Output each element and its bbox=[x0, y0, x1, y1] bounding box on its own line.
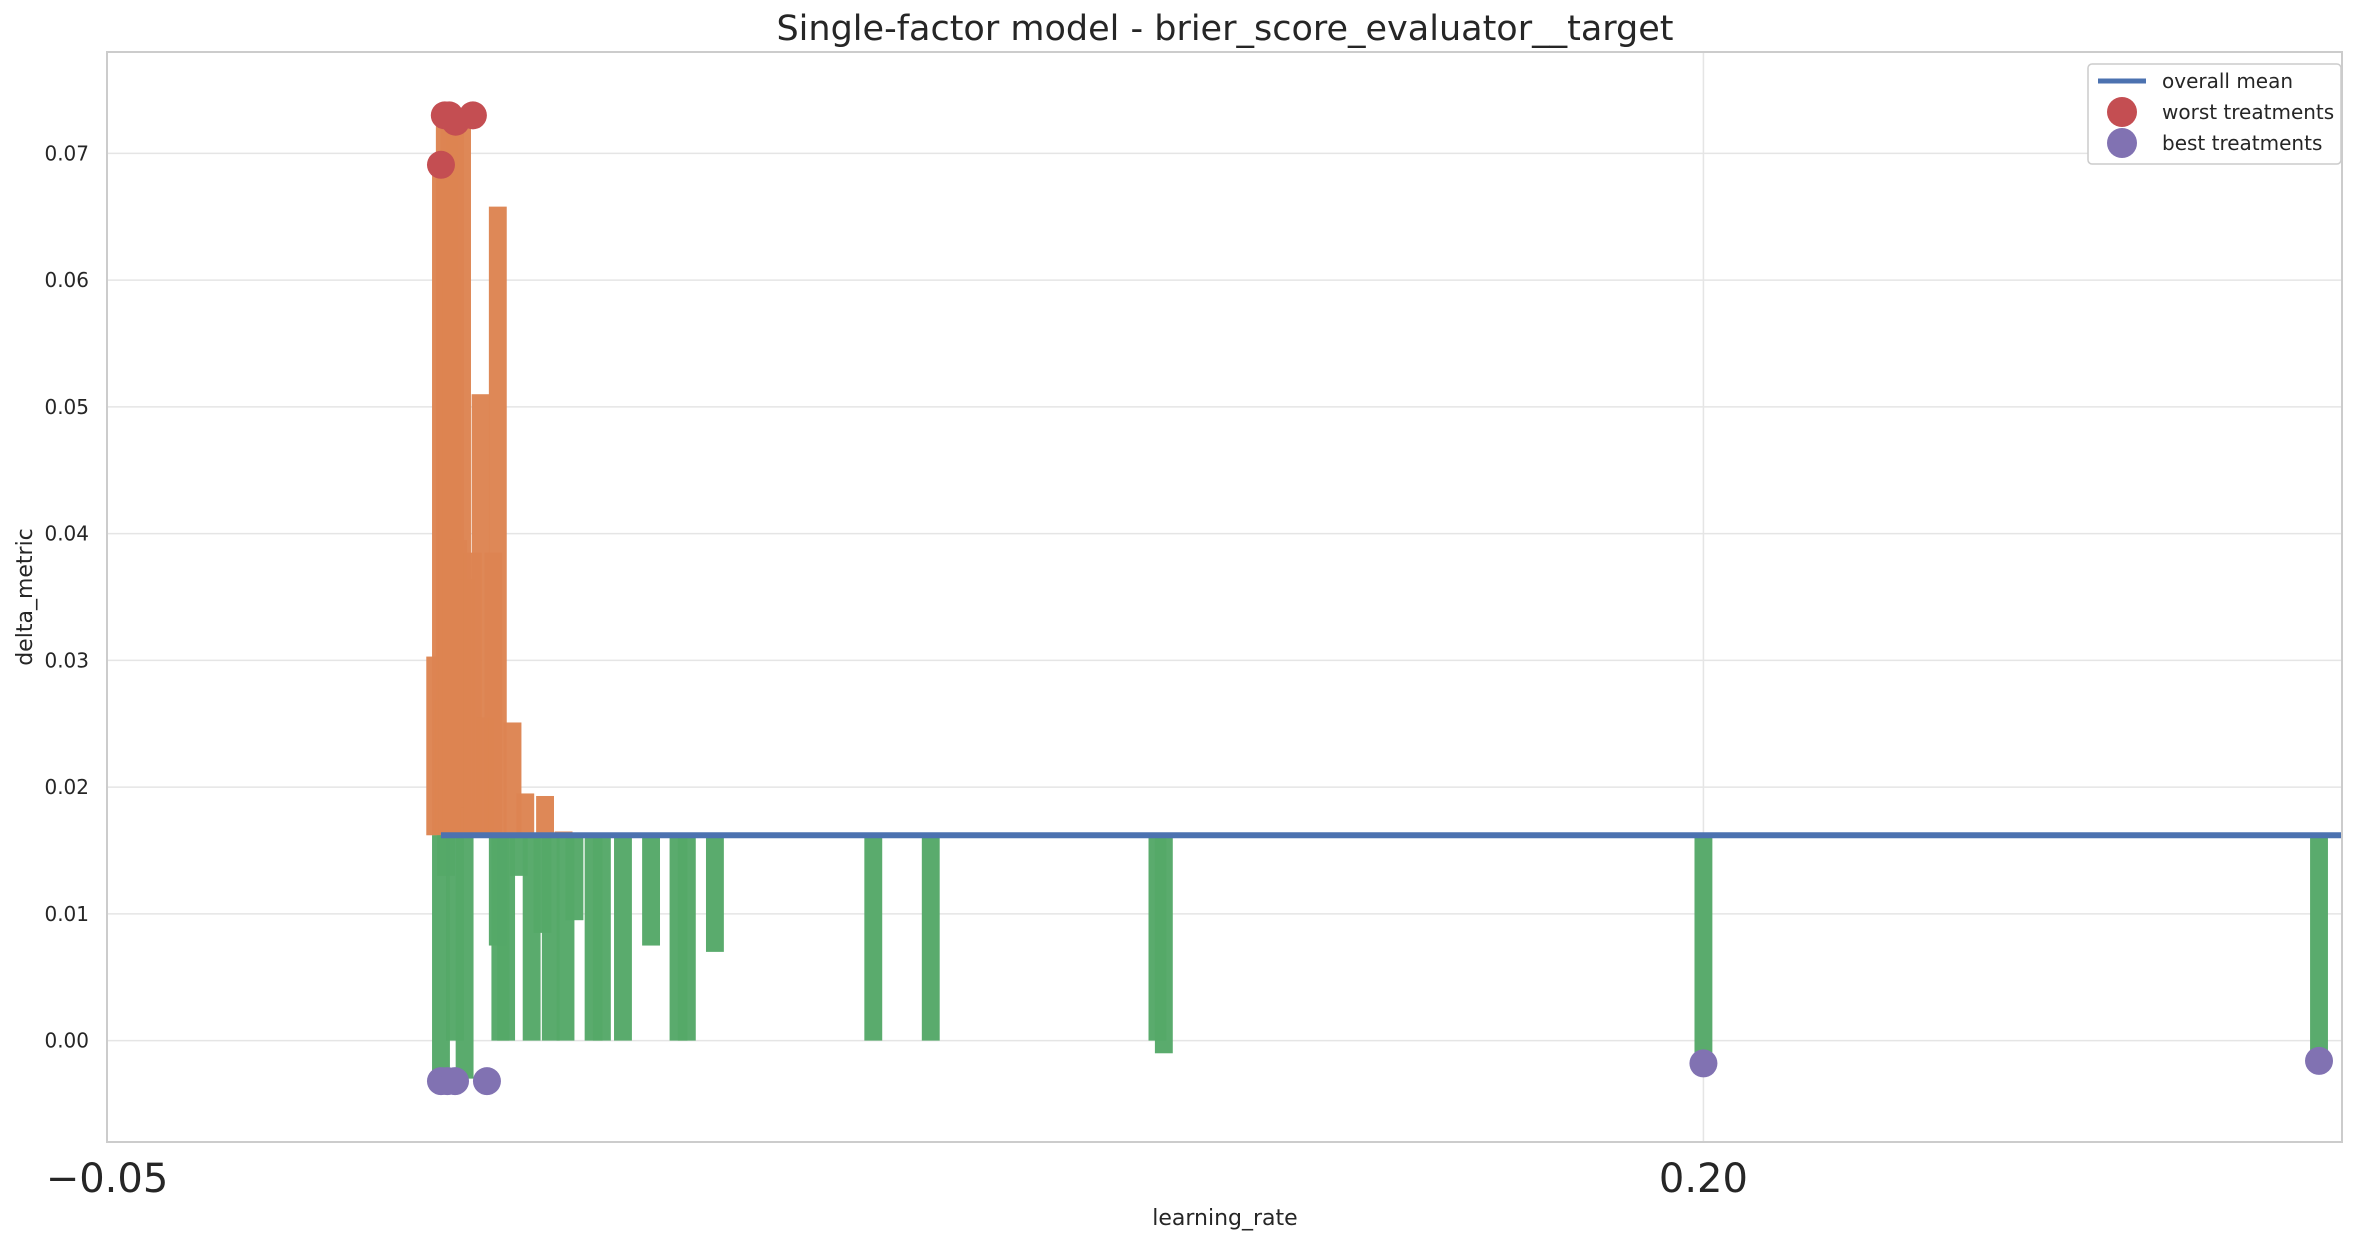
x-tick-label: 0.20 bbox=[1659, 1156, 1748, 1202]
bar-above-mean bbox=[516, 793, 535, 836]
legend-label-overall-mean: overall mean bbox=[2162, 69, 2293, 93]
bar-above-mean bbox=[536, 795, 554, 836]
y-tick-label: 0.01 bbox=[44, 902, 89, 926]
best-treatment-marker bbox=[441, 1067, 470, 1096]
bar-below-mean bbox=[1154, 835, 1173, 1054]
best-treatment-marker bbox=[472, 1067, 501, 1096]
chart-title: Single-factor model - brier_score_evalua… bbox=[776, 9, 1673, 49]
bar-below-mean bbox=[677, 835, 696, 1041]
bar-below-mean bbox=[497, 835, 516, 1041]
bar-above-mean bbox=[488, 206, 507, 836]
marker-layer bbox=[426, 101, 2334, 1096]
legend-label-best-treatments: best treatments bbox=[2162, 131, 2322, 155]
bars-above-layer bbox=[426, 109, 573, 836]
y-axis-label: delta_metric bbox=[13, 528, 38, 666]
y-tick-label: 0.00 bbox=[44, 1029, 89, 1053]
axes-layer: 0.00 0.01 0.02 0.03 0.04 0.05 0.06 0.07 −0.05 0.2… bbox=[44, 51, 2343, 1202]
bar-below-mean bbox=[1694, 835, 1713, 1064]
bar-below-mean bbox=[864, 835, 883, 1041]
x-axis-label: learning_rate bbox=[1152, 1206, 1297, 1231]
legend-worst-swatch bbox=[2107, 97, 2137, 127]
bar-below-mean bbox=[455, 835, 474, 1079]
best-treatment-marker bbox=[1689, 1049, 1718, 1078]
worst-treatment-marker bbox=[426, 150, 455, 179]
y-tick-label: 0.04 bbox=[44, 522, 89, 546]
legend-label-worst-treatments: worst treatments bbox=[2162, 100, 2334, 124]
bar-below-mean bbox=[642, 835, 661, 946]
y-tick-label: 0.06 bbox=[44, 268, 89, 292]
bar-below-mean bbox=[2310, 835, 2328, 1061]
bar-below-mean bbox=[565, 835, 584, 921]
x-tick-label: −0.05 bbox=[46, 1156, 169, 1202]
bar-below-mean bbox=[592, 835, 611, 1041]
legend: overall mean worst treatments best treat… bbox=[2087, 63, 2342, 165]
y-tick-label: 0.03 bbox=[44, 648, 89, 672]
legend-box bbox=[2087, 63, 2342, 165]
worst-treatment-marker bbox=[458, 101, 487, 130]
y-tick-label: 0.05 bbox=[44, 395, 89, 419]
legend-best-swatch bbox=[2107, 128, 2137, 158]
y-tick-label: 0.07 bbox=[44, 141, 89, 165]
best-treatment-marker bbox=[2305, 1046, 2334, 1075]
bar-below-mean bbox=[432, 835, 450, 1079]
bar-below-mean bbox=[705, 835, 724, 952]
bar-below-mean bbox=[541, 835, 560, 1041]
bar-below-mean bbox=[921, 835, 940, 1041]
y-tick-label: 0.02 bbox=[44, 775, 89, 799]
plot-frame bbox=[106, 51, 2343, 1143]
bars-below-layer bbox=[432, 835, 2328, 1079]
bar-below-mean bbox=[614, 835, 632, 1041]
